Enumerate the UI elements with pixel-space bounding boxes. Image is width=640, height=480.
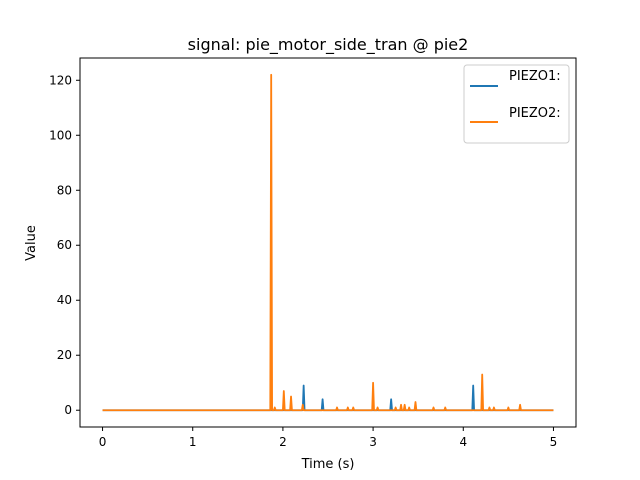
x-axis-label: Time (s) xyxy=(301,457,355,472)
x-axis: 0 1 2 3 4 5 xyxy=(99,427,558,449)
x-tick-label: 2 xyxy=(279,435,287,449)
legend-label-piezo1: PIEZO1: xyxy=(509,69,561,84)
plot-frame xyxy=(79,57,577,428)
x-tick-label: 4 xyxy=(459,435,467,449)
plot-area xyxy=(79,57,577,428)
y-tick-label: 120 xyxy=(49,73,72,87)
legend-label-piezo2: PIEZO2: xyxy=(509,106,561,121)
legend[interactable]: PIEZO1: PIEZO2: xyxy=(463,64,570,144)
y-tick-label: 80 xyxy=(57,183,72,197)
chart-title: signal: pie_motor_side_tran @ pie2 xyxy=(188,35,469,55)
series-line-piezo2 xyxy=(102,73,554,412)
y-axis-label: Value xyxy=(24,225,39,261)
x-tick-label: 5 xyxy=(550,435,558,449)
series-layer xyxy=(102,73,554,412)
x-tick-label: 1 xyxy=(189,435,197,449)
y-tick-label: 0 xyxy=(64,403,72,417)
x-tick-label: 3 xyxy=(369,435,377,449)
y-tick-label: 60 xyxy=(57,238,72,252)
legend-box xyxy=(463,64,570,144)
y-tick-label: 40 xyxy=(57,293,72,307)
y-axis: 0 20 40 60 80 100 120 xyxy=(49,73,80,417)
y-tick-label: 100 xyxy=(49,128,72,142)
x-tick-label: 0 xyxy=(99,435,107,449)
y-tick-label: 20 xyxy=(57,348,72,362)
